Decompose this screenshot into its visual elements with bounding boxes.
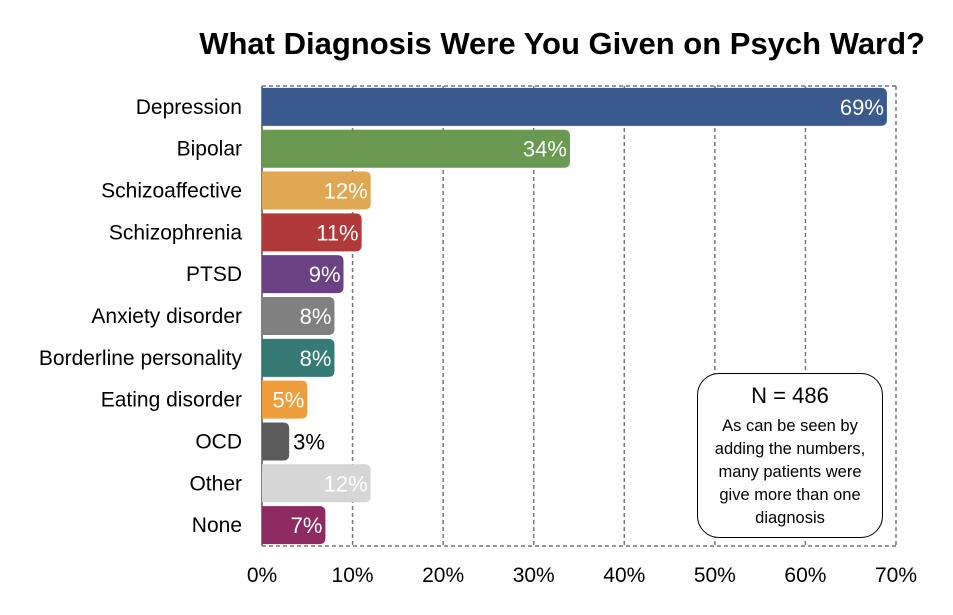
sample-size-text: N = 486 <box>751 383 829 408</box>
data-labels: 69%34%12%11%9%8%8%5%3%12%7% <box>272 95 883 538</box>
bar <box>262 422 290 461</box>
category-label: Borderline personality <box>39 347 243 370</box>
data-label: 8% <box>300 346 332 371</box>
data-label: 3% <box>293 429 325 454</box>
bar <box>262 87 887 126</box>
sample-size-note: N = 486 As can be seen by adding the num… <box>697 373 883 538</box>
bar <box>262 464 371 503</box>
category-label: Schizoaffective <box>101 180 242 203</box>
category-label: None <box>192 514 242 537</box>
bar <box>262 338 335 377</box>
data-label: 11% <box>316 220 358 245</box>
note-text: As can be seen by adding the numbers, ma… <box>714 417 866 527</box>
category-label: Schizophrenia <box>109 221 242 244</box>
data-label: 9% <box>309 262 341 287</box>
category-label: Depression <box>136 96 242 119</box>
category-label: Anxiety disorder <box>91 305 242 328</box>
bar <box>262 380 308 419</box>
x-tick-label: 30% <box>513 564 555 587</box>
data-label: 69% <box>840 95 884 120</box>
bar <box>262 171 371 210</box>
x-tick-label: 20% <box>422 564 464 587</box>
bar <box>262 255 344 294</box>
data-label: 12% <box>324 471 368 496</box>
x-tick-label: 50% <box>694 564 736 587</box>
bar <box>262 297 335 335</box>
category-labels: Depression Bipolar Schizoaffective Schizoph… <box>39 96 243 537</box>
x-tick-labels: 0% 10% 20% 30% 40% 50% 60% 70% <box>247 564 917 587</box>
category-label: Bipolar <box>177 138 242 161</box>
data-label: 8% <box>300 304 332 329</box>
data-label: 5% <box>272 388 304 413</box>
bar <box>262 506 326 545</box>
data-label: 7% <box>291 513 323 538</box>
bar <box>262 213 362 252</box>
bar <box>262 129 570 168</box>
category-label: Eating disorder <box>101 389 242 412</box>
x-tick-label: 70% <box>875 564 917 587</box>
category-label: Other <box>189 472 242 495</box>
data-label: 34% <box>523 137 567 162</box>
chart-title: What Diagnosis Were You Given on Psych W… <box>199 26 925 61</box>
bars <box>262 87 887 545</box>
data-label: 12% <box>324 179 368 204</box>
category-label: PTSD <box>186 263 242 286</box>
x-tick-label: 0% <box>247 564 277 587</box>
x-tick-label: 60% <box>784 564 826 587</box>
x-tick-label: 40% <box>603 564 645 587</box>
category-label: OCD <box>195 430 242 453</box>
x-tick-label: 10% <box>332 564 374 587</box>
